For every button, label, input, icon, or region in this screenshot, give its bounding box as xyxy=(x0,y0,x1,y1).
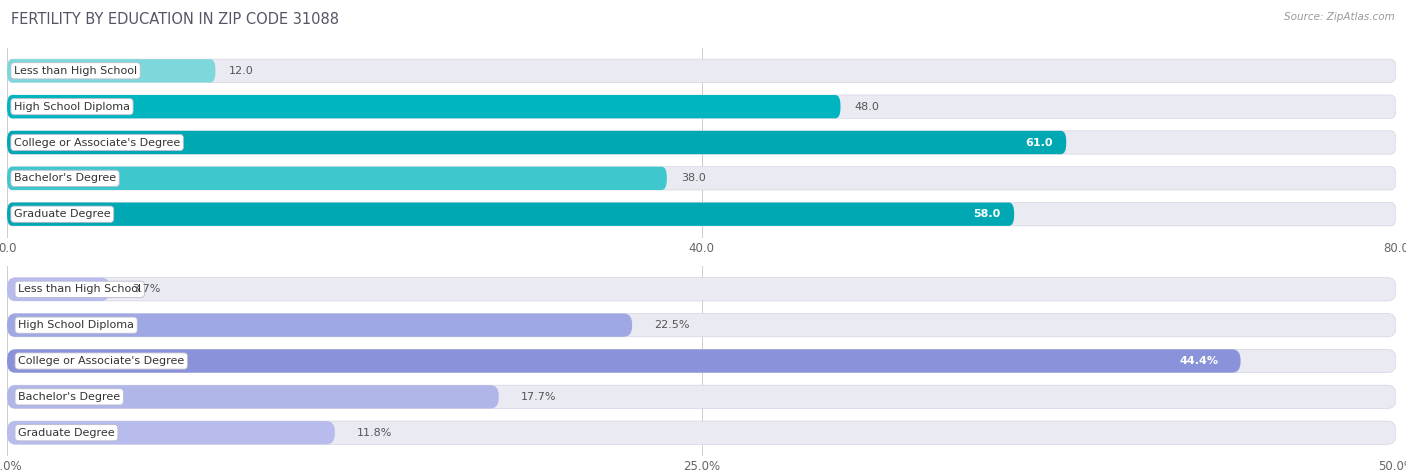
FancyBboxPatch shape xyxy=(7,385,1396,408)
FancyBboxPatch shape xyxy=(7,421,335,444)
Text: College or Associate's Degree: College or Associate's Degree xyxy=(14,137,180,148)
Text: 44.4%: 44.4% xyxy=(1180,356,1219,366)
Text: 61.0: 61.0 xyxy=(1025,137,1052,148)
Text: Graduate Degree: Graduate Degree xyxy=(18,428,115,437)
FancyBboxPatch shape xyxy=(7,131,1396,154)
FancyBboxPatch shape xyxy=(7,59,1396,83)
Text: 17.7%: 17.7% xyxy=(522,392,557,402)
FancyBboxPatch shape xyxy=(7,421,1396,444)
Text: Graduate Degree: Graduate Degree xyxy=(14,209,111,219)
Text: Less than High School: Less than High School xyxy=(14,66,138,76)
Text: Source: ZipAtlas.com: Source: ZipAtlas.com xyxy=(1284,12,1395,22)
Text: College or Associate's Degree: College or Associate's Degree xyxy=(18,356,184,366)
FancyBboxPatch shape xyxy=(7,314,1396,337)
FancyBboxPatch shape xyxy=(7,278,110,301)
Text: High School Diploma: High School Diploma xyxy=(14,102,129,112)
Text: 38.0: 38.0 xyxy=(681,173,706,183)
FancyBboxPatch shape xyxy=(7,95,1396,118)
Text: Less than High School: Less than High School xyxy=(18,285,141,294)
Text: Bachelor's Degree: Bachelor's Degree xyxy=(18,392,121,402)
FancyBboxPatch shape xyxy=(7,167,1396,190)
Text: High School Diploma: High School Diploma xyxy=(18,320,134,330)
Text: FERTILITY BY EDUCATION IN ZIP CODE 31088: FERTILITY BY EDUCATION IN ZIP CODE 31088 xyxy=(11,12,339,27)
Text: 12.0: 12.0 xyxy=(229,66,254,76)
FancyBboxPatch shape xyxy=(7,131,1066,154)
Text: 58.0: 58.0 xyxy=(973,209,1000,219)
FancyBboxPatch shape xyxy=(7,95,841,118)
FancyBboxPatch shape xyxy=(7,314,633,337)
Text: Bachelor's Degree: Bachelor's Degree xyxy=(14,173,117,183)
Text: 11.8%: 11.8% xyxy=(357,428,392,437)
Text: 48.0: 48.0 xyxy=(855,102,879,112)
FancyBboxPatch shape xyxy=(7,349,1396,373)
Text: 3.7%: 3.7% xyxy=(132,285,160,294)
FancyBboxPatch shape xyxy=(7,59,215,83)
Text: 22.5%: 22.5% xyxy=(654,320,690,330)
FancyBboxPatch shape xyxy=(7,167,666,190)
FancyBboxPatch shape xyxy=(7,202,1014,226)
FancyBboxPatch shape xyxy=(7,349,1240,373)
FancyBboxPatch shape xyxy=(7,278,1396,301)
FancyBboxPatch shape xyxy=(7,202,1396,226)
FancyBboxPatch shape xyxy=(7,385,499,408)
